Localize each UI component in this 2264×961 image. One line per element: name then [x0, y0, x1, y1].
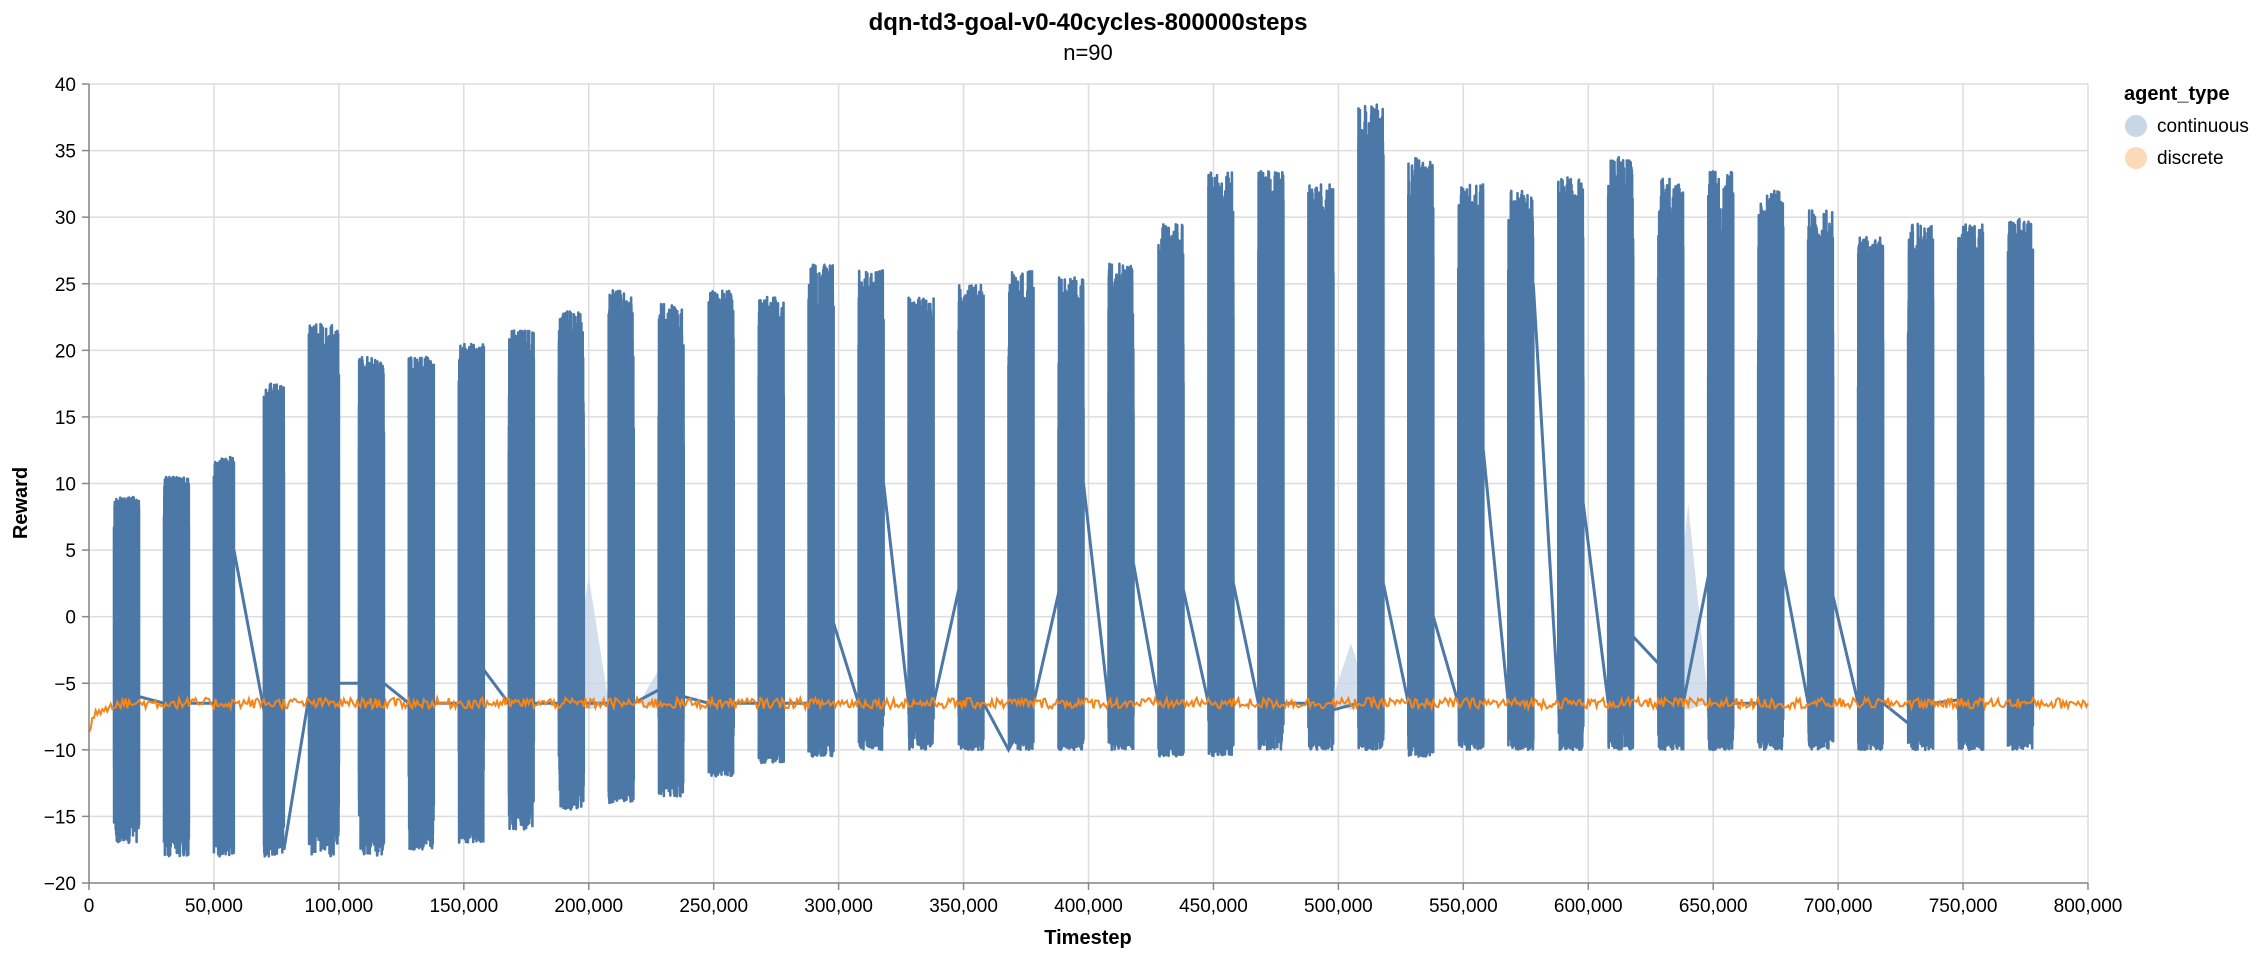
continuous-burst [1806, 209, 1835, 751]
legend-item-discrete[interactable]: discrete [2125, 147, 2224, 169]
continuous-burst [1107, 262, 1135, 752]
y-tick-label: −20 [44, 874, 76, 895]
continuous-burst [2006, 217, 2035, 751]
legend: agent_type continuous discrete [2124, 83, 2249, 169]
x-tick-label: 400,000 [1054, 896, 1123, 917]
continuous-burst [1307, 183, 1335, 751]
continuous-burst [957, 283, 985, 752]
y-axis-title: Reward [10, 467, 32, 539]
y-tick-label: 5 [65, 541, 76, 562]
continuous-burst [457, 342, 486, 844]
continuous-burst [1207, 171, 1235, 758]
continuous-burst [857, 269, 885, 751]
legend-label-continuous: continuous [2157, 116, 2249, 137]
continuous-burst [507, 329, 536, 831]
x-tick-label: 50,000 [185, 896, 243, 917]
legend-swatch-discrete [2125, 147, 2147, 169]
x-tick-label: 450,000 [1179, 896, 1248, 917]
continuous-burst [1457, 183, 1485, 751]
y-tick-label: 30 [55, 208, 76, 229]
continuous-burst [1756, 189, 1785, 751]
x-tick-label: 650,000 [1679, 896, 1748, 917]
y-tick-label: 15 [55, 408, 76, 429]
legend-title: agent_type [2124, 83, 2230, 105]
x-tick-label: 250,000 [679, 896, 748, 917]
y-tick-label: 20 [55, 341, 76, 362]
x-tick-label: 750,000 [1929, 896, 1998, 917]
continuous-burst [557, 310, 586, 811]
continuous-burst [1656, 177, 1685, 751]
x-tick-label: 550,000 [1429, 896, 1498, 917]
discrete-series [88, 694, 2089, 733]
continuous-burst [657, 302, 685, 798]
legend-swatch-continuous [2125, 115, 2147, 137]
continuous-burst [807, 263, 835, 758]
chart-title: dqn-td3-goal-v0-40cycles-800000steps [869, 9, 1308, 36]
y-tick-label: −10 [44, 741, 76, 762]
x-tick-label: 350,000 [929, 896, 998, 917]
continuous-burst [307, 322, 341, 858]
y-tick-label: 40 [55, 75, 76, 96]
continuous-burst [112, 495, 141, 845]
x-axis-title: Timestep [1044, 927, 1131, 949]
x-tick-label: 150,000 [429, 896, 498, 917]
x-tick-label: 0 [84, 896, 95, 917]
continuous-burst [357, 355, 386, 857]
x-tick-label: 600,000 [1554, 896, 1623, 917]
y-tick-label: 25 [55, 275, 76, 296]
x-tick-label: 800,000 [2054, 896, 2123, 917]
continuous-burst [1906, 222, 1935, 752]
y-tick-label: 0 [65, 608, 76, 629]
continuous-burst [1557, 176, 1585, 752]
continuous-burst [907, 296, 935, 751]
x-tick-label: 200,000 [554, 896, 623, 917]
uncertainty-bands [568, 503, 1709, 710]
x-tick-label: 100,000 [305, 896, 374, 917]
discrete-line [88, 694, 2089, 733]
y-tick-label: 10 [55, 475, 76, 496]
chart-subtitle: n=90 [1063, 40, 1113, 65]
continuous-burst [407, 355, 436, 851]
continuous-burst [1856, 235, 1885, 751]
continuous-burst [1507, 189, 1535, 751]
continuous-burst [1057, 276, 1085, 752]
continuous-burst [1706, 170, 1735, 752]
continuous-burst [262, 382, 286, 858]
continuous-burst [607, 289, 635, 804]
x-tick-label: 500,000 [1304, 896, 1373, 917]
x-tick-label: 700,000 [1804, 896, 1873, 917]
y-tick-label: −15 [44, 807, 76, 828]
continuous-burst [707, 289, 735, 778]
continuous-burst [162, 475, 191, 858]
continuous-burst [1407, 157, 1435, 758]
grid [88, 83, 2089, 884]
legend-item-continuous[interactable]: continuous [2125, 115, 2249, 137]
continuous-burst [1007, 270, 1035, 751]
y-tick-label: −5 [54, 674, 76, 695]
continuous-burst [1257, 170, 1285, 751]
continuous-burst [212, 455, 236, 858]
x-tick-label: 300,000 [804, 896, 873, 917]
y-tick-label: 35 [55, 142, 76, 163]
continuous-series [112, 103, 2035, 858]
legend-label-discrete: discrete [2157, 148, 2224, 169]
continuous-burst [1606, 156, 1635, 751]
continuous-burst [1956, 223, 1985, 751]
continuous-burst [1157, 223, 1185, 758]
continuous-burst [1357, 103, 1385, 752]
axes: 0 50,000 100,000 150,000 200,000 250,000 300,0… [44, 75, 2123, 917]
continuous-burst [757, 295, 785, 765]
